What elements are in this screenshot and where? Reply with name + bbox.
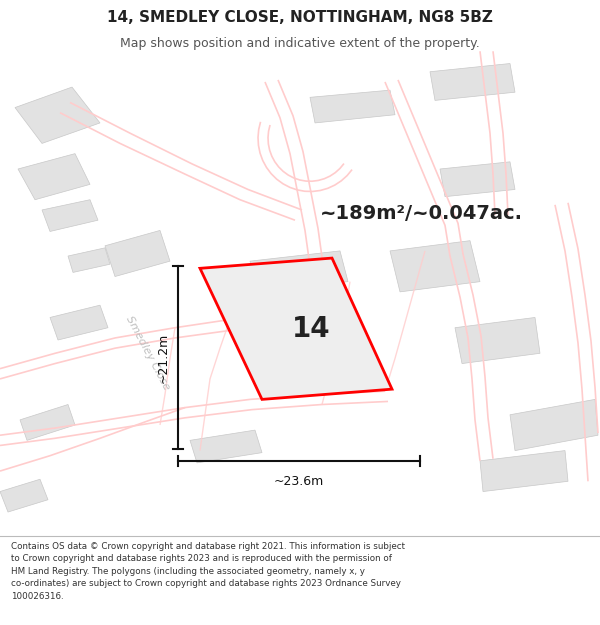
Text: ~21.2m: ~21.2m <box>157 332 170 382</box>
Polygon shape <box>42 200 98 231</box>
Text: Smedley Close: Smedley Close <box>124 314 172 392</box>
Polygon shape <box>480 451 568 491</box>
Text: Contains OS data © Crown copyright and database right 2021. This information is : Contains OS data © Crown copyright and d… <box>11 542 405 601</box>
Polygon shape <box>430 64 515 101</box>
Polygon shape <box>105 231 170 276</box>
Text: 14: 14 <box>292 315 331 342</box>
Text: ~189m²/~0.047ac.: ~189m²/~0.047ac. <box>320 204 523 222</box>
Polygon shape <box>455 318 540 364</box>
Polygon shape <box>50 305 108 340</box>
Text: ~23.6m: ~23.6m <box>274 475 324 488</box>
Polygon shape <box>440 162 515 197</box>
Polygon shape <box>20 404 75 441</box>
Polygon shape <box>15 87 100 143</box>
Text: 14, SMEDLEY CLOSE, NOTTINGHAM, NG8 5BZ: 14, SMEDLEY CLOSE, NOTTINGHAM, NG8 5BZ <box>107 10 493 25</box>
Polygon shape <box>200 258 392 399</box>
Polygon shape <box>510 399 598 451</box>
Polygon shape <box>0 479 48 512</box>
Polygon shape <box>250 251 348 292</box>
Polygon shape <box>390 241 480 292</box>
Polygon shape <box>190 430 262 463</box>
Text: Map shows position and indicative extent of the property.: Map shows position and indicative extent… <box>120 37 480 50</box>
Polygon shape <box>18 154 90 200</box>
Polygon shape <box>68 248 110 272</box>
Polygon shape <box>310 90 395 123</box>
